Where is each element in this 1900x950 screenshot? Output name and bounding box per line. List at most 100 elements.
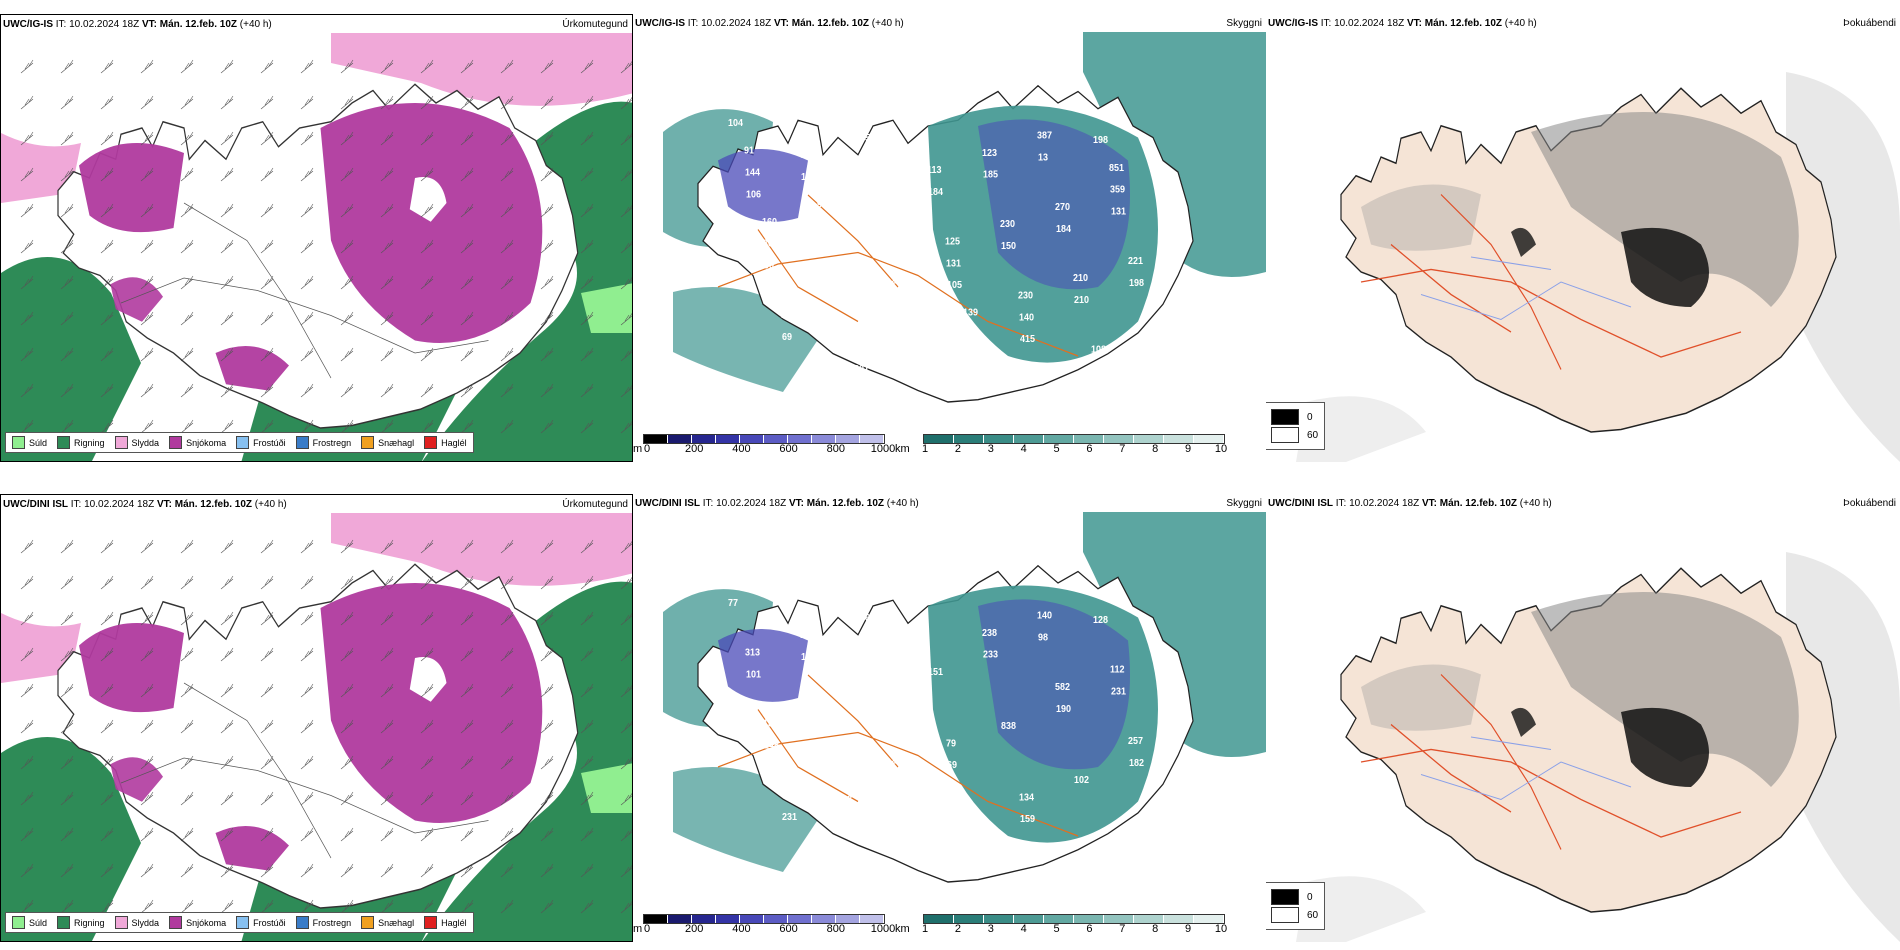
visibility-map: 77 111 820 69 159 128 101 184 176 182 98 231 248 168 1…: [633, 512, 1266, 912]
cloud-base-label: 134: [1019, 792, 1035, 804]
visibility-panel-bottom: UWC/DINI ISL IT: 10.02.2024 18Z VT: Mán.…: [633, 494, 1266, 942]
cloud-base-label: 91: [744, 145, 755, 157]
precip-panel-top: UWC/IG-IS IT: 10.02.2024 18Z VT: Mán. 12…: [0, 14, 633, 462]
panel-header: UWC/IG-IS IT: 10.02.2024 18Z VT: Mán. 12…: [635, 18, 904, 29]
precip-type-map: [1, 513, 632, 941]
legend-swatch: [361, 436, 375, 449]
cloud-base-label: 245: [855, 132, 871, 144]
legend-label: Slydda: [131, 437, 160, 448]
cloud-base-label: 162: [873, 684, 888, 696]
visibility-tick: 6: [1086, 443, 1093, 455]
legend-label: Haglél: [441, 917, 467, 928]
cloud-base-label: 361: [800, 150, 816, 162]
legend-swatch: [236, 436, 250, 449]
cloudbase-colorbar: [643, 914, 885, 924]
cloud-base-label: 198: [1129, 277, 1145, 289]
fog-legend-row: 0: [1271, 409, 1318, 425]
cloud-base-label: 77: [1146, 327, 1156, 339]
cloud-base-label: 139: [963, 307, 979, 319]
visibility-tick: 3: [987, 443, 994, 455]
fog-legend-swatch: [1271, 427, 1299, 443]
cloud-base-label: 359: [1110, 184, 1126, 196]
cloud-base-label: 152: [800, 630, 815, 642]
visibility-map: 104 107 114 105 415 198 106 103 101 218 13 131 90 70 8…: [633, 32, 1266, 432]
legend-label: Frostregn: [312, 917, 352, 928]
cloud-base-label: 184: [928, 186, 944, 198]
legend-item: Rigning: [57, 916, 105, 929]
cloud-base-label: 328: [1092, 846, 1108, 858]
cloudbase-tick: 400: [732, 923, 751, 935]
legend-label: Rigning: [74, 437, 105, 448]
cloudbase-tick: 200: [685, 923, 704, 935]
cloud-base-label: 210: [1074, 295, 1089, 307]
cloud-base-label: 192: [799, 128, 814, 140]
cloud-base-label: 176: [892, 777, 908, 789]
fog-legend-row: 60: [1271, 427, 1318, 443]
cloud-base-label: 223: [818, 701, 834, 713]
visibility-tick: 10: [1214, 923, 1228, 935]
cloud-base-label: 168: [837, 794, 853, 806]
cloud-base-label: 90: [764, 260, 774, 272]
cloud-base-label: 160: [762, 216, 777, 228]
cloud-base-label: 125: [945, 236, 961, 248]
cloud-base-label: 161: [910, 848, 926, 860]
cloud-base-label: 218: [965, 351, 981, 363]
legend-item: Haglél: [424, 436, 467, 449]
cloud-base-label: 101: [746, 669, 762, 681]
visibility-tick: 7: [1119, 923, 1126, 935]
precip-legend: Súld Rigning Slydda Snjókoma Frostúði Frostre…: [5, 432, 474, 453]
cloud-base-label: 270: [1055, 201, 1070, 213]
legend-item: Frostregn: [295, 436, 351, 449]
cloudbase-tick: 400: [732, 443, 751, 455]
cloud-base-label: 851: [1109, 162, 1125, 174]
precip-type-map: [1, 33, 632, 461]
fog-legend-swatch: [1271, 889, 1299, 905]
visibility-tick: 2: [954, 923, 961, 935]
cloud-base-label: 313: [745, 647, 761, 659]
cloud-base-label: 123: [982, 147, 998, 159]
cloud-base-label: 69: [947, 760, 958, 772]
legend-item: Slydda: [114, 436, 160, 449]
cloudbase-tick: 600: [779, 443, 798, 455]
cloud-base-label: 159: [1020, 814, 1036, 826]
cloud-base-label: 98: [1038, 632, 1049, 644]
cloud-base-label: 151: [928, 666, 944, 678]
cloudbase-tick: 0: [643, 923, 651, 935]
fog-panel-bottom: UWC/DINI ISL IT: 10.02.2024 18Z VT: Mán.…: [1266, 494, 1900, 942]
legend-label: Haglél: [441, 437, 467, 448]
legend-swatch: [57, 436, 71, 449]
cloud-base-label: 269: [891, 755, 907, 767]
precip-panel-bottom: UWC/DINI ISL IT: 10.02.2024 18Z VT: Mán.…: [0, 494, 633, 942]
visibility-tick: 2: [954, 443, 961, 455]
cloud-base-label: 70: [837, 314, 847, 326]
cloud-base-label: 184: [819, 723, 835, 735]
cloud-base-label: 230: [1018, 290, 1033, 302]
cloudbase-tick: 600: [779, 923, 798, 935]
legend-label: Súld: [29, 437, 48, 448]
legend-label: Súld: [29, 917, 48, 928]
fog-legend-label: 0: [1307, 891, 1313, 903]
cloud-base-label: 142: [873, 204, 888, 216]
legend-item: Frostúði: [236, 436, 286, 449]
legend-item: Snjókoma: [169, 916, 226, 929]
visibility-tick: 5: [1053, 923, 1060, 935]
cloud-base-label: 838: [1001, 721, 1017, 733]
visibility-tick: 10: [1214, 443, 1228, 455]
visibility-tick: 9: [1185, 443, 1192, 455]
legend-item: Súld: [12, 916, 47, 929]
panel-title: Úrkomutegund: [562, 19, 628, 30]
cloud-base-label: 104: [728, 117, 744, 129]
cloud-base-label: 231: [782, 811, 798, 823]
cloud-base-label: 375: [836, 292, 852, 304]
cloud-base-label: 190: [1056, 703, 1071, 715]
legend-swatch: [12, 916, 25, 929]
cloud-base-label: 415: [1020, 334, 1036, 346]
cloudbase-tick: 1000: [870, 443, 896, 455]
legend-swatch: [12, 436, 25, 449]
legend-item: Slydda: [114, 916, 159, 929]
legend-item: Frostúði: [236, 916, 286, 929]
cloud-base-label: 295: [818, 221, 834, 233]
panel-title: Þokuábendi: [1843, 18, 1896, 29]
cloud-base-label: 103: [819, 243, 835, 255]
cloud-base-label: 108: [1147, 349, 1163, 361]
